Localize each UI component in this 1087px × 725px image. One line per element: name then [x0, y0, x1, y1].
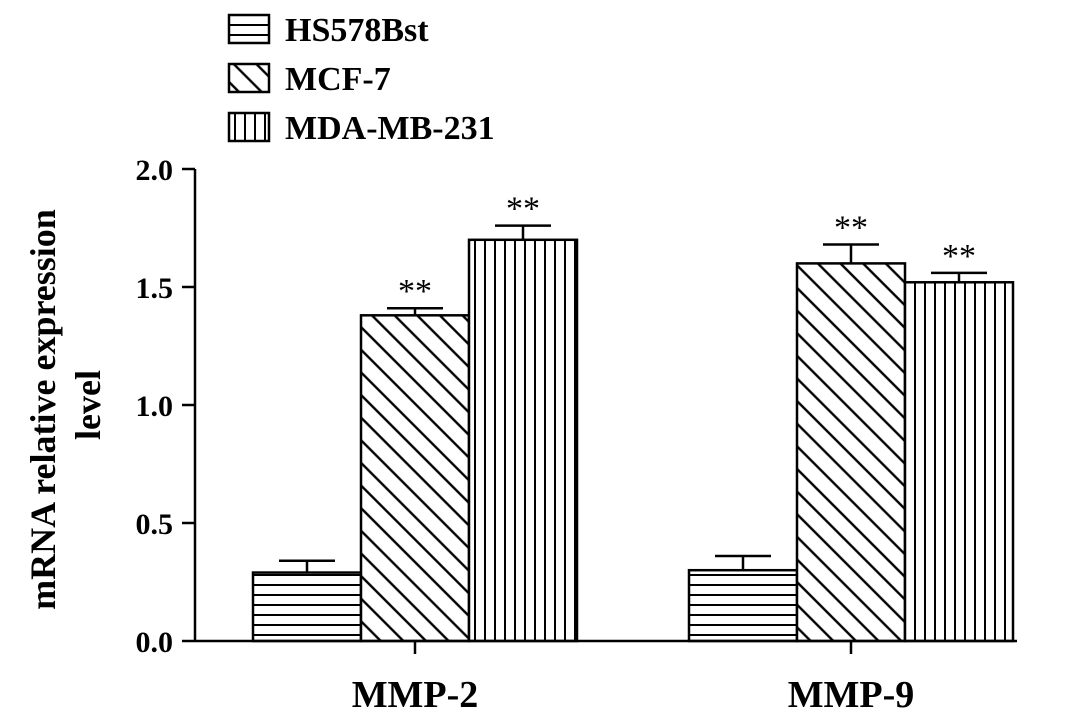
significance-label: ** — [506, 191, 540, 228]
y-tick-label: 1.5 — [136, 272, 174, 305]
y-axis-label: mRNA relative expression level — [23, 200, 108, 610]
bar — [467, 238, 579, 643]
significance-label: ** — [834, 210, 868, 247]
y-axis-label-line-2: level — [68, 370, 108, 440]
bar — [359, 314, 471, 643]
legend-swatch — [227, 62, 271, 94]
legend-label: MCF-7 — [285, 61, 391, 98]
y-tick-label: 1.0 — [136, 390, 174, 423]
x-tick-label: MMP-2 — [352, 674, 479, 716]
bars: ** ** ** ** — [251, 191, 1015, 643]
legend-swatch — [227, 13, 271, 45]
x-tick-label: MMP-9 — [788, 674, 915, 716]
y-tick-label: 2.0 — [136, 154, 174, 187]
bar — [251, 571, 363, 643]
y-axis: 0.0 0.5 1.0 1.5 2.0 — [136, 154, 197, 659]
legend-label: MDA-MB-231 — [285, 110, 495, 147]
y-tick-label: 0.5 — [136, 508, 174, 541]
bar — [903, 281, 1015, 643]
legend: HS578Bst MCF-7 MDA-MB-231 — [227, 12, 495, 147]
x-axis: MMP-2 MMP-9 — [195, 639, 1017, 716]
y-tick-label: 0.0 — [136, 626, 174, 659]
bar — [687, 568, 799, 643]
significance-label: ** — [398, 273, 432, 310]
bar — [795, 262, 907, 643]
legend-swatch — [227, 111, 271, 143]
legend-label: HS578Bst — [285, 12, 429, 49]
significance-label: ** — [942, 238, 976, 275]
y-axis-label-line-1: mRNA relative expression — [23, 209, 63, 610]
